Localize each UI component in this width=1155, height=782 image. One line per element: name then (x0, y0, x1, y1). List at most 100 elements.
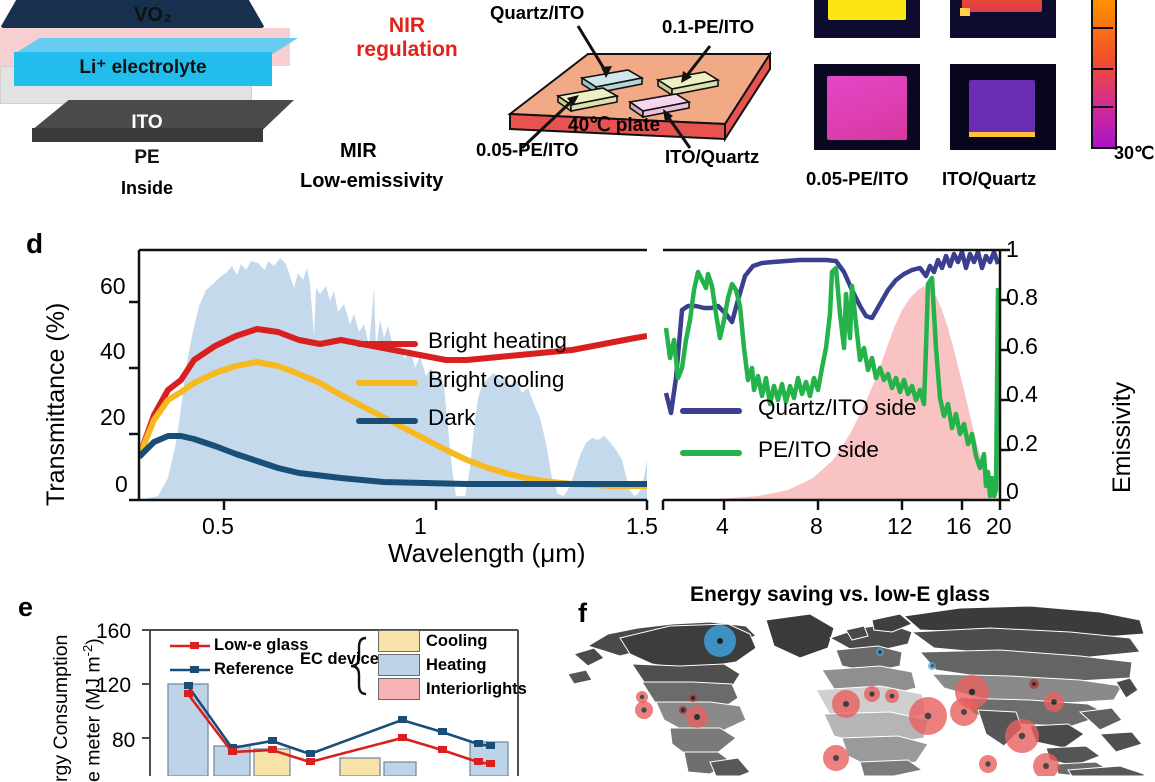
ito-front-face (32, 128, 263, 142)
panel-e-swatch-cooling (378, 630, 420, 652)
ir-hot-region (828, 0, 906, 20)
panel-d-xtick-12: 12 (887, 513, 913, 539)
ir-sample-region (827, 76, 907, 140)
panel-e-swatch-interiorlights (378, 678, 420, 700)
series-pe-ito-side (663, 265, 1000, 499)
sample-label-005-pe-ito: 0.05-PE/ITO (476, 139, 579, 160)
panel-d-y2tick-0.2: 0.2 (1006, 430, 1038, 456)
panel-d-letter: d (26, 228, 44, 259)
stack-layer-pe-label: PE (22, 140, 272, 176)
li-top-face (14, 38, 298, 54)
panel-e-legend-cooling: Cooling (426, 632, 488, 650)
legend-label-bright-heating: Bright heating (428, 328, 567, 353)
world-map-svg (567, 605, 1145, 779)
colorbar-tick-1 (1091, 27, 1113, 29)
panel-d-y2tick-1.0: 1 (1006, 236, 1019, 262)
legend-label-dark: Dark (428, 405, 476, 430)
panel-e-ytick-80: 80 (112, 729, 136, 752)
ir-edge-hot-line (969, 132, 1035, 137)
series-reference-markers (184, 682, 495, 757)
hotplate-schematic: Quartz/ITO 0.1-PE/ITO 0.05-PE/ITO ITO/Qu… (470, 0, 800, 196)
panel-f-map (560, 586, 1155, 779)
series-bright-heating (139, 326, 647, 459)
panel-d-svg (129, 248, 1010, 510)
panel-d-xtick-0.5: 0.5 (202, 513, 234, 539)
panel-d-y2tick-0.4: 0.4 (1006, 381, 1038, 407)
colorbar-tick-3 (1091, 106, 1113, 108)
pe-text: PE (134, 147, 160, 168)
map-landmasses (567, 605, 1145, 777)
sample-label-quartz-ito: Quartz/ITO (490, 2, 585, 23)
stack-layer-li-label: Li⁺ electrolyte (14, 44, 272, 90)
stack-layer-ito (32, 100, 294, 152)
panel-e-legend-heating: Heating (426, 656, 487, 674)
panel-d-xtick-8: 8 (810, 513, 823, 539)
ir-image-top-left (814, 0, 920, 38)
panel-d-axes (137, 248, 1002, 502)
ec-device-brace (350, 636, 367, 696)
panel-e-ytick-160: 160 (96, 620, 132, 643)
panel-d-y2tick-0.0: 0 (1006, 478, 1019, 504)
sample-label-01-pe-ito: 0.1-PE/ITO (662, 16, 755, 37)
ir-sample-region (969, 80, 1035, 136)
series-low-e-glass-markers (184, 690, 495, 767)
stack-layer-top-navy (0, 0, 265, 28)
ir-image-top-right (950, 0, 1056, 38)
solar-spectrum-area (139, 258, 647, 500)
ir-colorbar (1091, 0, 1117, 149)
colorbar-tick-2 (1091, 68, 1113, 70)
ito-top-face (32, 100, 294, 130)
panel-e-legend-interiorlights: Interiorlights (426, 680, 527, 698)
panel-d-xtick-20: 20 (986, 513, 1012, 539)
ir-bright-spot (960, 8, 970, 16)
panel-d-xticks (222, 500, 1002, 510)
panel-d-xtick-4: 4 (716, 513, 729, 539)
panel-d-ytick-20: 20 (100, 404, 126, 430)
series-low-e-glass (186, 693, 491, 766)
device-stack-diagram: VO₂ Li⁺ electrolyte ITO PE Inside (0, 0, 340, 217)
panel-d-y2tick-0.6: 0.6 (1006, 333, 1038, 359)
series-quartz-ito-side (663, 250, 1000, 416)
ito-text: ITO (131, 112, 163, 133)
legend-swatch-dark (356, 418, 418, 424)
stack-layer-li-electrolyte (14, 38, 298, 92)
panel-d-ytick-60: 60 (100, 273, 126, 299)
panel-e-legend-lines (170, 642, 210, 673)
series-reference (186, 685, 491, 756)
panel-d-yticks-marks (129, 248, 1010, 502)
panel-d-ylabel: Transmittance (%) (42, 302, 70, 506)
panel-e-legend-low-e-glass: Low-e glass (214, 636, 309, 654)
panel-d-ytick-0: 0 (115, 471, 128, 497)
panel-d-xtick-1.0: 1 (414, 513, 427, 539)
nir-line2: regulation (356, 38, 458, 62)
legend-label-bright-cooling: Bright cooling (428, 367, 565, 392)
legend-swatch-bright-cooling (356, 380, 418, 386)
panel-e-letter: e (18, 592, 34, 622)
vo2-text: VO₂ (134, 3, 172, 26)
stack-layer-ito-label: ITO (32, 106, 262, 140)
panel-e-swatch-heating (378, 654, 420, 676)
hotplate-svg (507, 25, 772, 150)
panel-e-ylabel-line2: e meter (MJ m-2) (80, 638, 105, 782)
ir-caption-005-pe-ito: 0.05-PE/ITO (806, 168, 909, 189)
legend-label-pe-ito-side: PE/ITO side (758, 437, 879, 462)
low-emissivity-label: Low-emissivity (300, 170, 444, 192)
panel-f-title: Energy saving vs. low-E glass (690, 583, 990, 606)
panel-e-ytick-120: 120 (96, 674, 132, 697)
mir-label: MIR (340, 140, 377, 162)
legend-swatch-quartz-ito-side (680, 408, 742, 414)
stack-layer-vo2-label: VO₂ (8, 0, 298, 34)
panel-f-letter: f (578, 598, 587, 628)
nir-line1: NIR (388, 14, 426, 37)
ir-caption-ito-quartz: ITO/Quartz (942, 168, 1037, 189)
ir-image-bottom-left (814, 64, 920, 150)
panel-e-chart: rgy Consumption e meter (MJ m-2) 160 120… (0, 586, 540, 782)
panel-d-xtick-1.5: 1.5 (626, 513, 658, 539)
legend-swatch-bright-heating (356, 341, 418, 347)
series-dark (139, 433, 647, 487)
panel-e-legend-group-label: EC device (300, 650, 379, 668)
panel-e-ylabel-line1: rgy Consumption (50, 634, 72, 782)
panel-d-xtick-16: 16 (946, 513, 972, 539)
panel-d-ytick-40: 40 (100, 338, 126, 364)
li-front-face (14, 52, 273, 86)
